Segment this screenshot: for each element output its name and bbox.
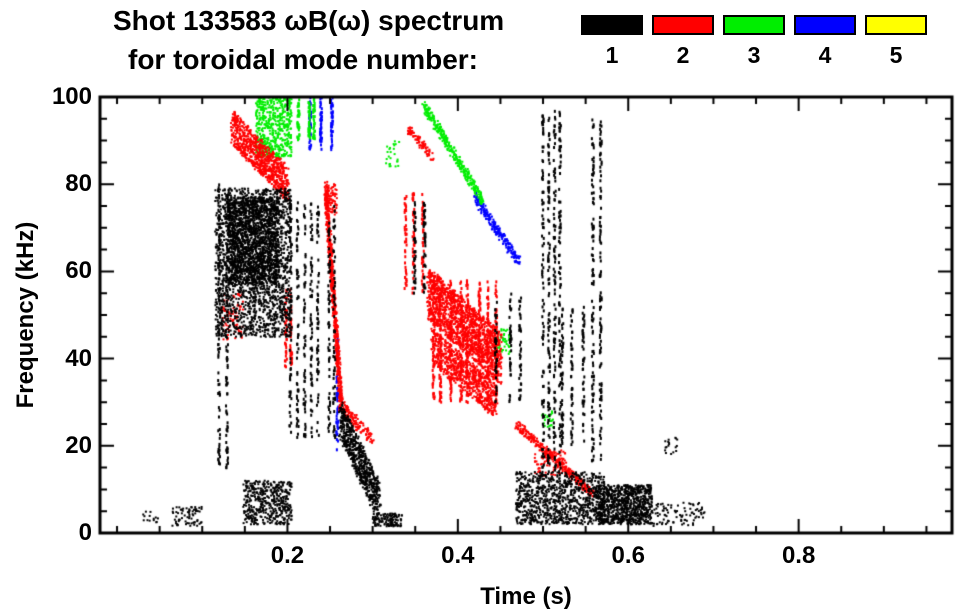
y-tick-label: 80 [65, 170, 92, 198]
mode-legend: 1 2 3 4 5 [581, 15, 927, 69]
y-tick-label: 0 [78, 519, 92, 546]
x-tick-label: 0.8 [781, 542, 816, 569]
y-axis-label: Frequency (kHz) [12, 221, 39, 409]
legend-swatch-n3-icon [723, 15, 785, 35]
legend-swatch-n5-icon [865, 15, 927, 35]
legend-item-n4: 4 [794, 15, 856, 69]
y-tick-label: 20 [65, 431, 92, 459]
legend-item-n5: 5 [865, 15, 927, 69]
y-tick-label: 100 [51, 83, 92, 110]
legend-label-n1: 1 [605, 42, 619, 68]
x-tick-label: 0.6 [611, 542, 645, 569]
legend-item-n2: 2 [652, 15, 714, 69]
legend-label-n3: 3 [747, 42, 761, 68]
legend-item-n1: 1 [581, 15, 643, 69]
chart-subtitle: for toroidal mode number: [128, 44, 478, 75]
legend-swatch-n1-icon [581, 15, 643, 35]
legend-swatch-n4-icon [794, 15, 856, 35]
legend-swatch-n2-icon [652, 15, 714, 35]
y-tick-label: 60 [65, 257, 92, 285]
x-tick-label: 0.4 [441, 542, 475, 569]
legend-label-n4: 4 [818, 42, 832, 68]
legend-item-n3: 3 [723, 15, 785, 69]
y-tick-label: 40 [65, 344, 92, 372]
x-axis-label: Time (s) [480, 583, 572, 610]
chart-title: Shot 133583 ωB(ω) spectrum [113, 5, 505, 36]
x-tick-label: 0.2 [270, 542, 305, 569]
legend-label-n2: 2 [676, 42, 690, 68]
legend-label-n5: 5 [889, 42, 903, 68]
